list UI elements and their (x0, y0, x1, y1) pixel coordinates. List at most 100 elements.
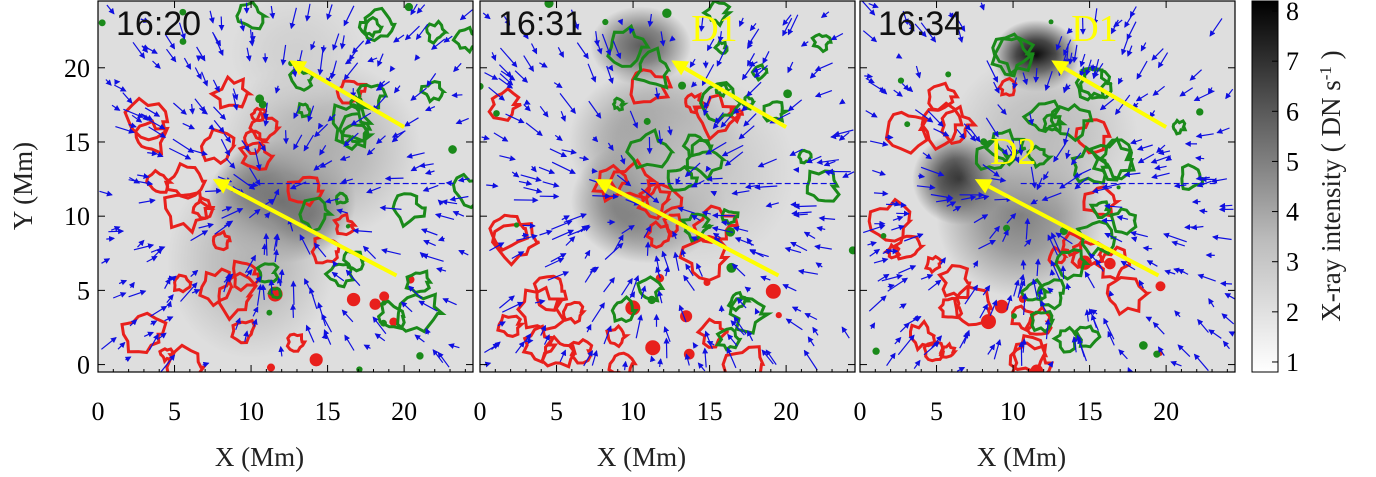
velocity-arrow (455, 117, 469, 125)
negative-contour (451, 25, 473, 55)
time-label: 16:20 (116, 5, 201, 43)
velocity-arrow (481, 134, 490, 141)
velocity-arrow (1047, 287, 1054, 294)
velocity-arrow (160, 354, 176, 372)
velocity-arrow (458, 249, 469, 256)
y-axis-label: Y (Mm) (8, 142, 38, 230)
velocity-arrow (488, 86, 505, 101)
velocity-arrow (129, 319, 138, 327)
velocity-arrow (534, 298, 546, 305)
velocity-arrow (957, 25, 964, 43)
velocity-arrow (953, 13, 966, 32)
velocity-arrow (913, 359, 921, 369)
velocity-arrow (490, 52, 497, 62)
velocity-arrow (169, 147, 192, 160)
velocity-arrow (290, 303, 297, 318)
velocity-arrow (701, 210, 711, 217)
velocity-arrow (997, 104, 1007, 115)
velocity-arrow (414, 334, 425, 343)
velocity-arrow (144, 107, 161, 117)
velocity-arrow (303, 134, 315, 152)
velocity-arrow (183, 57, 192, 70)
velocity-arrow (326, 4, 333, 20)
negative-contour (357, 15, 384, 39)
velocity-arrow (1212, 234, 1232, 241)
positive-contour (884, 110, 929, 155)
velocity-arrow (619, 154, 626, 165)
velocity-arrow (782, 284, 797, 292)
velocity-arrow (1077, 337, 1087, 362)
velocity-arrow (1118, 349, 1128, 360)
velocity-arrow (511, 171, 520, 178)
velocity-arrow (147, 150, 158, 157)
negative-contour-dot (706, 224, 712, 230)
velocity-arrow (869, 248, 881, 257)
velocity-arrow (920, 166, 945, 177)
panel-frame (97, 0, 474, 373)
positive-contour (1074, 118, 1112, 155)
velocity-arrow (105, 79, 112, 86)
velocity-arrow (101, 258, 111, 264)
negative-contour (342, 249, 370, 273)
velocity-arrow (1135, 93, 1149, 102)
velocity-arrow (523, 103, 531, 112)
velocity-arrow (979, 303, 988, 319)
velocity-arrow (410, 87, 427, 101)
velocity-arrow (644, 241, 651, 256)
velocity-arrow (108, 228, 125, 235)
velocity-arrow (862, 30, 878, 43)
negative-contour-dot (1153, 350, 1161, 358)
velocity-arrow (804, 313, 818, 321)
velocity-arrow (145, 46, 158, 54)
velocity-arrow (628, 27, 635, 35)
time-label: 16:34 (878, 5, 963, 43)
velocity-arrow (710, 191, 718, 197)
velocity-arrow (905, 19, 915, 32)
velocity-arrow (148, 333, 159, 351)
negative-contour (1026, 144, 1055, 170)
velocity-arrow (289, 7, 297, 30)
velocity-arrow (317, 122, 324, 130)
velocity-arrow (515, 341, 525, 354)
velocity-arrow (956, 366, 966, 372)
velocity-arrow (1031, 278, 1039, 300)
velocity-arrow (712, 116, 724, 130)
positive-contour-dot (703, 279, 711, 287)
velocity-arrow (902, 10, 909, 25)
negative-contour (1074, 67, 1114, 102)
velocity-arrow (434, 212, 455, 220)
velocity-arrow (374, 333, 386, 342)
velocity-arrow (1157, 346, 1165, 356)
colorbar-tick-label: 2 (1286, 298, 1299, 327)
y-tick-label: 20 (64, 54, 90, 83)
panels: 16:20 0 5 10 15 20 X (Mm) 0 5 10 15 20 Y (Mm) D1 16:31… (8, 0, 1236, 472)
velocity-arrow (760, 275, 771, 282)
velocity-arrow (864, 73, 874, 80)
velocity-arrow (320, 45, 327, 54)
velocity-arrow (1037, 288, 1044, 300)
velocity-arrow (1001, 148, 1009, 156)
velocity-arrow (985, 117, 999, 138)
velocity-arrow (307, 105, 315, 123)
velocity-arrow (1062, 127, 1070, 146)
velocity-arrow (868, 2, 879, 9)
velocity-arrow (1063, 39, 1072, 56)
positive-contour (144, 168, 175, 194)
velocity-arrow (897, 334, 915, 356)
velocity-arrow (1033, 68, 1040, 83)
velocity-arrow (1108, 290, 1115, 297)
positive-contour-dot (683, 348, 695, 360)
velocity-arrow (680, 248, 687, 257)
velocity-arrow (423, 239, 436, 247)
velocity-arrow (99, 190, 113, 197)
velocity-arrow (437, 351, 450, 368)
velocity-arrow (1040, 300, 1047, 313)
velocity-arrow (747, 330, 754, 342)
negative-contour-dot (1116, 185, 1121, 190)
velocity-arrow (1157, 52, 1169, 69)
colorbar-tick-label: 7 (1286, 47, 1299, 76)
velocity-arrow (882, 249, 893, 255)
negative-contour-dot (544, 1, 554, 8)
velocity-arrow (164, 277, 171, 289)
velocity-arrow (736, 297, 747, 309)
